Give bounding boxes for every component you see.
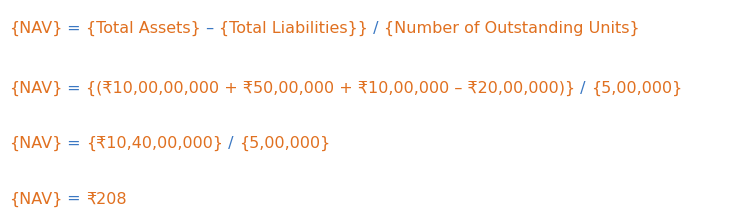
Text: {NAV}: {NAV} [9,21,62,36]
Text: {NAV}: {NAV} [9,136,62,151]
Text: =: = [62,191,86,206]
Text: {NAV}: {NAV} [9,191,62,206]
Text: =: = [62,81,86,96]
Text: {(₹10,00,00,000 + ₹50,00,000 + ₹10,00,000 – ₹20,00,000)}: {(₹10,00,00,000 + ₹50,00,000 + ₹10,00,00… [86,81,575,96]
Text: {₹10,40,00,000}: {₹10,40,00,000} [86,136,223,151]
Text: {5,00,000}: {5,00,000} [239,136,330,151]
Text: =: = [62,136,86,151]
Text: /: / [575,81,591,96]
Text: {Total Assets}: {Total Assets} [86,21,201,36]
Text: –: – [201,21,219,36]
Text: ₹208: ₹208 [86,191,126,206]
Text: {Number of Outstanding Units}: {Number of Outstanding Units} [384,21,640,36]
Text: =: = [62,21,86,36]
Text: /: / [223,136,239,151]
Text: /: / [368,21,384,36]
Text: {Total Liabilities}}: {Total Liabilities}} [219,21,368,36]
Text: {5,00,000}: {5,00,000} [591,81,682,96]
Text: {NAV}: {NAV} [9,81,62,96]
